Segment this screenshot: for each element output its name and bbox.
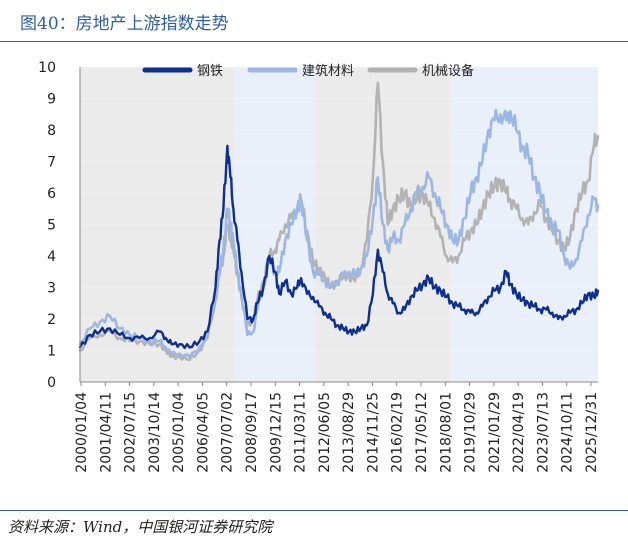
- axes: [79, 67, 598, 383]
- x-tick-label-7: 2007/07/02: [220, 392, 236, 473]
- x-tick-label-19: 2022/04/19: [511, 392, 527, 473]
- x-tick-label-8: 2008/09/17: [244, 392, 260, 473]
- y-tick-label-9: 9: [47, 92, 56, 108]
- x-tick-label-3: 2002/07/15: [123, 392, 139, 473]
- legend-label-1: 钢铁: [197, 64, 223, 79]
- figure-title: 图40：房地产上游指数走势: [20, 14, 229, 34]
- x-tick-label-4: 2003/10/14: [147, 392, 163, 473]
- y-tick-label-2: 2: [47, 312, 56, 328]
- x-tick-label-12: 2013/08/29: [341, 392, 357, 473]
- x-tick-label-9: 2009/12/15: [268, 392, 284, 473]
- y-tick-label-4: 4: [47, 249, 56, 265]
- series-line-building-materials: [78, 108, 600, 359]
- x-tick-label-16: 2018/08/01: [438, 392, 454, 473]
- y-tick-labels: 0 1 2 3 4 5 6 7 8 9 10: [38, 60, 56, 391]
- x-tick-label-11: 2012/06/05: [317, 392, 333, 473]
- y-tick-label-8: 8: [47, 123, 56, 139]
- x-tick-labels: 2000/01/04 2001/04/11 2002/07/15 2003/10/14…: [74, 382, 600, 473]
- x-tick-label-14: 2016/02/19: [390, 392, 406, 473]
- x-tick-label-22: 2025/12/31: [584, 392, 600, 473]
- y-tick-label-7: 7: [47, 155, 56, 171]
- x-tick-label-13: 2014/11/25: [365, 392, 381, 473]
- title-divider: [0, 41, 628, 42]
- x-tick-label-5: 2005/01/04: [171, 392, 187, 473]
- legend-label-2: 建筑材料: [302, 63, 354, 79]
- x-tick-label-1: 2000/01/04: [74, 392, 90, 473]
- y-tick-label-10: 10: [38, 60, 56, 76]
- y-tick-label-5: 5: [47, 218, 56, 234]
- source-note: 资料来源：Wind，中国银河证券研究院: [8, 518, 273, 536]
- x-tick-label-17: 2019/10/29: [463, 392, 479, 473]
- line-chart: 0 1 2 3 4 5 6 7 8 9 10 2000/01/04 2001/04/11 2002/07…: [38, 60, 600, 473]
- legend-label-3: 机械设备: [422, 63, 474, 79]
- legend: 钢铁 建筑材料 机械设备: [142, 63, 474, 79]
- y-tick-label-0: 0: [47, 375, 56, 391]
- source-divider: [0, 510, 628, 511]
- x-tick-label-18: 2021/01/29: [487, 392, 503, 473]
- series-line-steel: [78, 144, 600, 350]
- x-tick-label-15: 2017/05/12: [414, 392, 430, 473]
- series-layer: [78, 81, 600, 362]
- y-gridlines: [80, 66, 598, 351]
- y-tick-label-3: 3: [47, 281, 56, 297]
- x-tick-label-2: 2001/04/11: [98, 392, 114, 473]
- x-tick-label-10: 2011/03/11: [293, 392, 309, 473]
- y-tick-label-6: 6: [47, 186, 56, 202]
- x-tick-label-20: 2023/07/13: [535, 392, 551, 473]
- x-tick-label-21: 2024/10/11: [560, 392, 576, 473]
- x-tick-label-6: 2006/04/05: [195, 392, 211, 473]
- series-line-machinery: [78, 81, 600, 362]
- y-tick-label-1: 1: [47, 344, 56, 360]
